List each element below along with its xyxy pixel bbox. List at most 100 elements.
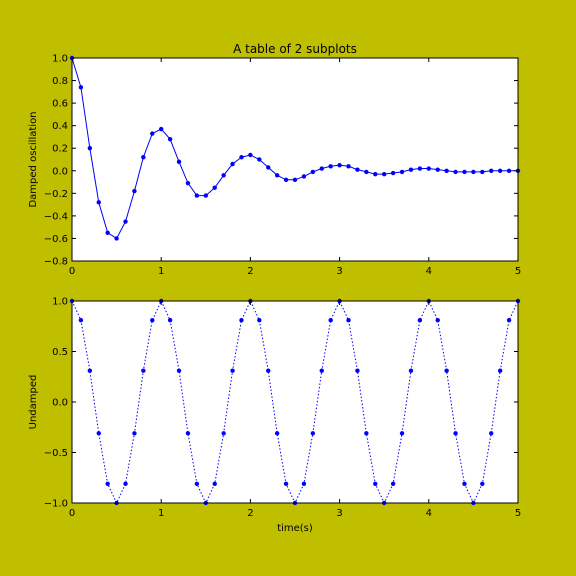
data-point (239, 155, 244, 160)
data-point (230, 161, 235, 167)
data-point (471, 169, 476, 175)
data-point (319, 166, 324, 171)
data-point (435, 167, 440, 172)
data-point (346, 164, 351, 169)
y-tick-label: 1.0 (52, 54, 68, 65)
data-point (373, 481, 378, 487)
y-tick-label: 0.5 (52, 347, 68, 358)
data-point (96, 431, 101, 436)
subplot-undamped: 0 1 2 3 4 5 −1.0 −0.5 0.0 0.5 1.0 Undamped time(s) (28, 297, 521, 535)
data-point (328, 164, 333, 169)
data-point (346, 317, 351, 323)
data-point (105, 230, 110, 236)
data-point (373, 171, 378, 177)
x-tick-label: 2 (247, 266, 253, 277)
data-point (480, 169, 485, 175)
data-point (319, 368, 324, 373)
x-tick-label: 4 (426, 266, 432, 277)
x-tick-label: 0 (69, 266, 75, 277)
data-point (364, 169, 369, 175)
data-point (283, 177, 289, 182)
data-point (435, 317, 440, 323)
data-point (292, 177, 298, 182)
data-point (417, 317, 423, 323)
data-point (489, 431, 494, 436)
data-point (132, 431, 137, 436)
y-tick-label: −0.4 (44, 211, 68, 222)
data-point (399, 169, 405, 175)
data-point (78, 317, 84, 323)
data-point (444, 368, 449, 373)
data-point (257, 157, 262, 162)
data-point (506, 317, 512, 323)
data-point (194, 193, 200, 198)
x-tick-label: 3 (336, 508, 342, 519)
data-point (301, 174, 307, 179)
data-point (185, 180, 191, 186)
data-point (453, 431, 458, 436)
y-tick-label: −0.6 (44, 234, 68, 245)
y-tick-label: 0.2 (52, 144, 68, 155)
x-tick-label: 3 (336, 266, 342, 277)
x-tick-label: 2 (247, 508, 253, 519)
data-point (239, 317, 244, 323)
data-point (274, 431, 280, 436)
data-point (96, 200, 101, 205)
subplot-damped-oscillation: 0 1 2 3 4 5 −0.8 −0.6 −0.4 −0.2 0.0 0.2 0.4 0.6 0.8 1.0… (28, 54, 521, 278)
data-point (390, 170, 396, 176)
y-tick-label: −0.5 (44, 448, 68, 459)
data-point (417, 166, 423, 171)
data-point (105, 481, 110, 487)
data-point (310, 431, 316, 436)
data-point (185, 431, 191, 436)
figure-title: A table of 2 subplots (233, 42, 357, 56)
data-point (399, 431, 405, 436)
data-point (497, 368, 503, 373)
data-point (355, 167, 360, 172)
data-point (150, 317, 155, 323)
data-point (462, 481, 467, 487)
data-point (257, 317, 262, 323)
data-point (364, 431, 369, 436)
data-point (480, 481, 485, 487)
data-point (301, 481, 307, 487)
axes-frame (71, 57, 519, 262)
plot-area (72, 58, 518, 261)
data-point (132, 188, 137, 194)
data-point (506, 168, 512, 173)
x-tick-label: 4 (426, 508, 432, 519)
data-point (462, 169, 467, 175)
data-point (150, 131, 155, 136)
data-point (328, 317, 333, 323)
data-point (310, 169, 316, 175)
y-axis-label: Undamped (28, 375, 39, 430)
data-point (426, 166, 431, 171)
data-point (141, 368, 146, 373)
data-point (176, 368, 182, 373)
data-point (489, 168, 494, 173)
data-point (248, 152, 253, 158)
y-tick-label: 1.0 (52, 297, 68, 308)
y-tick-label: −0.2 (44, 189, 68, 200)
data-point (212, 481, 217, 487)
x-axis-label: time(s) (277, 523, 313, 534)
x-tick-label: 0 (69, 508, 75, 519)
y-axis-label: Damped oscillation (28, 111, 39, 207)
x-tick-label: 5 (515, 508, 521, 519)
data-point (408, 167, 414, 172)
data-point (355, 368, 360, 373)
data-point (212, 185, 217, 190)
y-tick-label: 0.4 (52, 121, 68, 132)
data-point (87, 146, 93, 151)
plot-area (72, 301, 518, 503)
y-tick-label: −1.0 (44, 499, 68, 510)
y-tick-label: 0.0 (52, 166, 68, 177)
data-point (159, 126, 164, 132)
data-point (114, 236, 119, 241)
data-point (382, 171, 387, 177)
y-tick-label: 0.6 (52, 99, 68, 110)
data-point (141, 155, 146, 160)
data-point (337, 162, 342, 168)
data-point (167, 317, 173, 323)
